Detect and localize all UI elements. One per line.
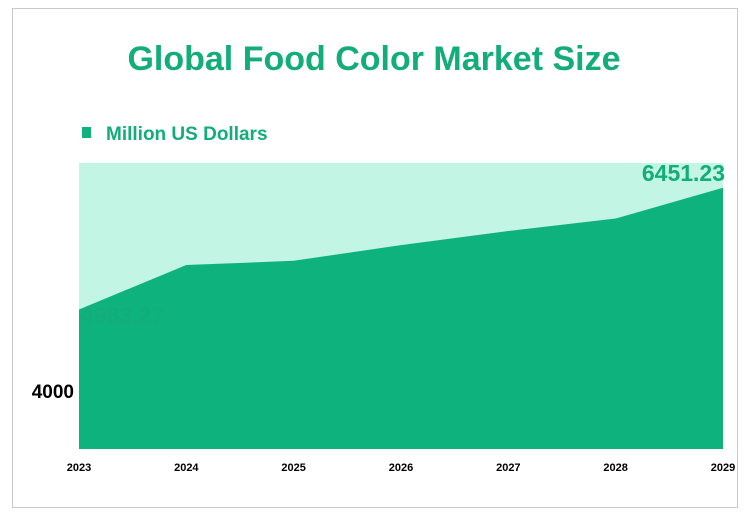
area-series — [79, 187, 723, 450]
legend-label: Million US Dollars — [106, 124, 268, 145]
x-tick-label: 2026 — [389, 462, 413, 474]
x-tick-label: 2024 — [174, 462, 199, 474]
x-tick-label: 2029 — [711, 462, 735, 474]
x-tick-label: 2028 — [603, 462, 627, 474]
plot-area: 2023 2024 2025 2026 2027 2028 2029 4000 4983.27 6… — [32, 160, 736, 474]
data-label: 6451.23 — [642, 160, 725, 186]
data-label: 4983.27 — [81, 302, 164, 328]
y-tick-label: 4000 — [32, 382, 74, 403]
x-tick-label: 2025 — [281, 462, 305, 474]
x-tick-label: 2027 — [496, 462, 520, 474]
x-tick-label: 2023 — [67, 462, 91, 474]
legend-marker — [82, 127, 91, 138]
chart-title: Global Food Color Market Size — [127, 40, 620, 78]
